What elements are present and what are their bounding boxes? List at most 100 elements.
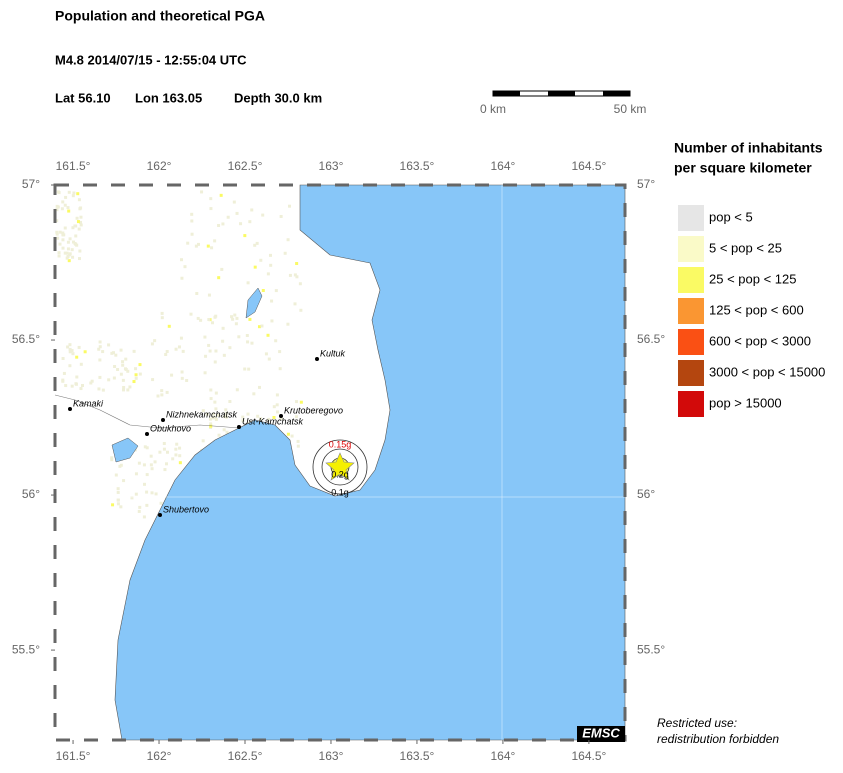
pop-dot [250,208,254,212]
pop-dot [110,458,114,462]
pop-dot [274,289,278,293]
pop-dot [219,193,223,197]
pop-dot [206,244,210,248]
pop-dot [222,428,226,432]
pop-dot [63,251,67,255]
pop-dot [61,356,65,360]
pop-dot [164,353,168,357]
lake [111,437,139,463]
pop-dot [107,343,111,347]
pop-dot [224,415,228,419]
pop-dot [113,364,117,368]
pop-dot [110,351,114,355]
pop-dot [205,412,209,416]
pop-dot [61,246,65,250]
city-label: Shubertovo [163,504,209,514]
pop-dot [257,325,261,329]
pop-dot [160,316,164,320]
lon-tick-label: 164.5° [571,749,606,763]
pop-dot [162,447,166,451]
pop-dot [68,347,72,351]
pop-dot [165,450,169,454]
pop-dot [299,400,303,404]
pop-dot [62,371,66,375]
pop-dot [149,454,153,458]
pop-dot [180,370,184,374]
pop-dot [201,439,205,443]
pop-dot [55,208,59,212]
pop-dot [190,232,194,236]
pop-dot [143,445,147,449]
lon-tick-label: 163° [319,159,344,173]
legend-swatch [678,391,704,417]
legend-title: per square kilometer [674,160,812,176]
pop-dot [98,345,102,349]
pop-dot [116,490,120,494]
pop-dot [158,450,162,454]
pop-dot [250,341,254,345]
pop-dot [170,373,174,377]
city-label: Kultuk [320,348,346,358]
legend-swatch [678,298,704,324]
pop-dot [233,313,237,317]
lon-tick-label: 162.5° [228,749,263,763]
pop-dot [269,263,273,267]
pop-dot [275,403,279,407]
pop-dot [212,416,216,420]
pop-dot [207,318,211,322]
lon-tick-label: 162.5° [228,159,263,173]
pop-dot [57,191,61,195]
epicenter: 0.15g 0.2g 0.1g [312,439,368,497]
pop-dot [79,362,83,366]
pop-dot [77,345,81,349]
legend-label: 600 < pop < 3000 [709,333,811,348]
legend-label: 5 < pop < 25 [709,240,782,255]
pop-dot [71,226,75,230]
pop-dot [159,501,163,505]
pop-dot [194,244,198,248]
pop-dot [101,350,105,354]
pop-dot [252,392,256,396]
pop-dot [196,242,200,246]
pop-dot [178,446,182,450]
pop-dot [83,350,87,354]
pop-dot [295,262,299,266]
pop-dot [74,234,78,238]
pop-dot [286,322,290,326]
pop-dot [261,213,265,217]
pop-dot [124,357,128,361]
pop-dot [266,333,270,337]
pop-dot [207,343,211,347]
legend-label: 25 < pop < 125 [709,271,796,286]
pop-dot [89,381,93,385]
pop-dot [75,375,79,379]
pop-dot [266,272,270,276]
lon-tick-label: 162° [147,159,172,173]
pop-dot [283,251,287,255]
pop-dot [116,498,120,502]
pop-dot [189,312,193,316]
pop-dot [178,461,182,465]
pop-dot [107,378,111,382]
population-dots [55,190,303,522]
pop-dot [279,214,283,218]
pop-dot [116,487,120,491]
pop-dot [150,491,154,495]
pop-dot [64,195,68,199]
pop-dot [149,463,153,467]
pop-dot [190,219,194,223]
pop-dot [214,418,218,422]
pop-dot [90,379,94,383]
pop-dot [256,414,260,418]
pop-dot [253,265,257,269]
pop-dot [119,505,123,509]
pop-dot [55,230,59,234]
pop-dot [134,367,138,371]
credit-box [577,726,625,742]
pop-dot [270,299,274,303]
pop-dot [294,400,298,404]
pop-dot [137,509,141,513]
pop-dot [56,205,60,209]
map: 0.15g 0.2g 0.1g Kamaki Nizhnekamchatsk Obu… [53,183,627,742]
